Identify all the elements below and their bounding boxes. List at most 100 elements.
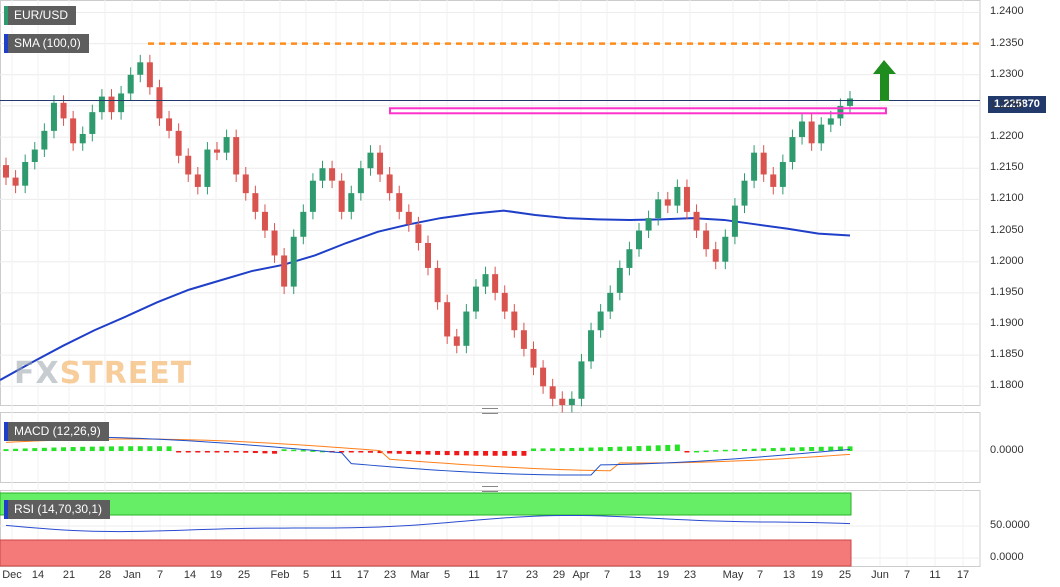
macd-histogram-bar [598, 447, 604, 451]
macd-histogram-bar [617, 446, 623, 451]
candle-body [799, 121, 806, 138]
candle-body [89, 112, 96, 134]
candle-body [636, 230, 642, 250]
x-tick-label: 17 [495, 569, 509, 581]
candle-body [204, 149, 211, 187]
macd-histogram-bar [799, 447, 805, 451]
rsi-line [5, 514, 851, 533]
macd-histogram-bar [770, 448, 776, 451]
candle-body [741, 180, 748, 206]
candle-body [127, 74, 134, 94]
macd-histogram-bar [224, 451, 230, 453]
macd-histogram-bar [99, 446, 105, 451]
macd-histogram-bar [300, 450, 306, 452]
candle-body [233, 137, 240, 175]
macd-histogram-bar [550, 448, 556, 451]
macd-histogram-bar [32, 448, 38, 451]
macd-histogram-bar [272, 451, 278, 454]
candle-body [664, 199, 671, 206]
price-tick-label: 1.1850 [990, 348, 1024, 361]
macd-histogram-bar [41, 447, 47, 451]
candle-body [520, 330, 527, 349]
sma-legend[interactable]: SMA (100,0) [4, 34, 89, 53]
candle-body [530, 348, 537, 368]
candle-body [271, 230, 278, 256]
candle-body [70, 118, 77, 144]
rsi-tick-label: 0.0000 [990, 551, 1024, 563]
x-tick-label: 11 [330, 569, 342, 581]
macd-histogram-bar [559, 448, 565, 451]
candle-body [760, 152, 767, 175]
price-tick-label: 1.2250 [990, 98, 1024, 111]
macd-histogram-bar [463, 451, 469, 456]
macd-histogram-bar [751, 448, 757, 451]
pane-resize-handle-1[interactable] [482, 408, 498, 414]
macd-histogram-bar [444, 451, 450, 456]
levels-layer [0, 42, 980, 115]
candle-body [12, 177, 19, 186]
macd-histogram-bar [61, 447, 67, 451]
macd-legend[interactable]: MACD (12,26,9) [4, 422, 109, 441]
macd-histogram-bar [262, 451, 268, 454]
x-tick-label: 25 [237, 569, 251, 581]
x-tick-label: 7 [756, 569, 764, 581]
x-tick-label: May [722, 569, 744, 581]
macd-histogram-bar [435, 451, 441, 455]
rsi-oversold-band [0, 539, 852, 567]
x-tick-label: 11 [929, 569, 941, 581]
candle-body [808, 121, 815, 144]
macd-histogram-bar [713, 450, 719, 452]
candle-body [108, 96, 115, 113]
grid [0, 0, 981, 567]
price-tick-label: 1.2150 [990, 161, 1024, 174]
macd-histogram-bar [703, 450, 709, 453]
resistance-zone [389, 107, 887, 115]
macd-histogram-bar [252, 451, 258, 454]
candle-body [405, 211, 412, 225]
price-tick-label: 1.1900 [990, 317, 1024, 329]
macd-histogram-bar [109, 446, 114, 451]
candle-body [338, 180, 345, 212]
candle-body [79, 133, 86, 144]
macd-histogram-bar [809, 446, 815, 451]
candle-body [578, 361, 585, 399]
candle-body [329, 168, 336, 181]
candle-body [501, 292, 508, 312]
x-tick-label: 19 [810, 569, 824, 581]
candle-body [616, 267, 623, 293]
candle-body [789, 137, 796, 162]
candle-body [770, 174, 777, 187]
macd-histogram-bar [156, 446, 162, 451]
candle-body [386, 174, 393, 194]
candle-body [453, 336, 460, 346]
macd-histogram-bar [406, 451, 412, 455]
price-tick-label: 1.2200 [990, 130, 1024, 143]
pane-resize-handle-2[interactable] [482, 486, 498, 492]
rsi-legend[interactable]: RSI (14,70,30,1) [4, 500, 111, 519]
candle-body [626, 249, 633, 268]
macd-histogram-bar [128, 446, 134, 451]
x-tick-label: 13 [782, 569, 796, 581]
macd-histogram-bar [387, 451, 393, 454]
candle-body [367, 152, 374, 169]
macd-histogram-bar [70, 447, 76, 451]
candle-body [693, 211, 700, 231]
candle-body [549, 386, 556, 399]
x-tick-label: 5 [302, 569, 310, 581]
rsi-overbought-band [0, 492, 852, 516]
x-tick-label: Dec [2, 569, 22, 581]
candle-body [492, 274, 499, 293]
macd-histogram-bar [684, 451, 690, 453]
macd-histogram-bar [636, 446, 642, 451]
candle-body [309, 180, 316, 212]
macd-layer [3, 436, 853, 476]
macd-histogram-bar [483, 451, 489, 456]
candle-body [779, 162, 786, 187]
candle-body [261, 211, 268, 231]
candle-body [3, 165, 9, 178]
x-tick-label: 7 [903, 569, 911, 581]
x-tick-label: 19 [209, 569, 223, 581]
candle-body [472, 286, 479, 312]
price-tick-label: 1.2050 [990, 223, 1024, 236]
macd-histogram-bar [531, 448, 536, 451]
